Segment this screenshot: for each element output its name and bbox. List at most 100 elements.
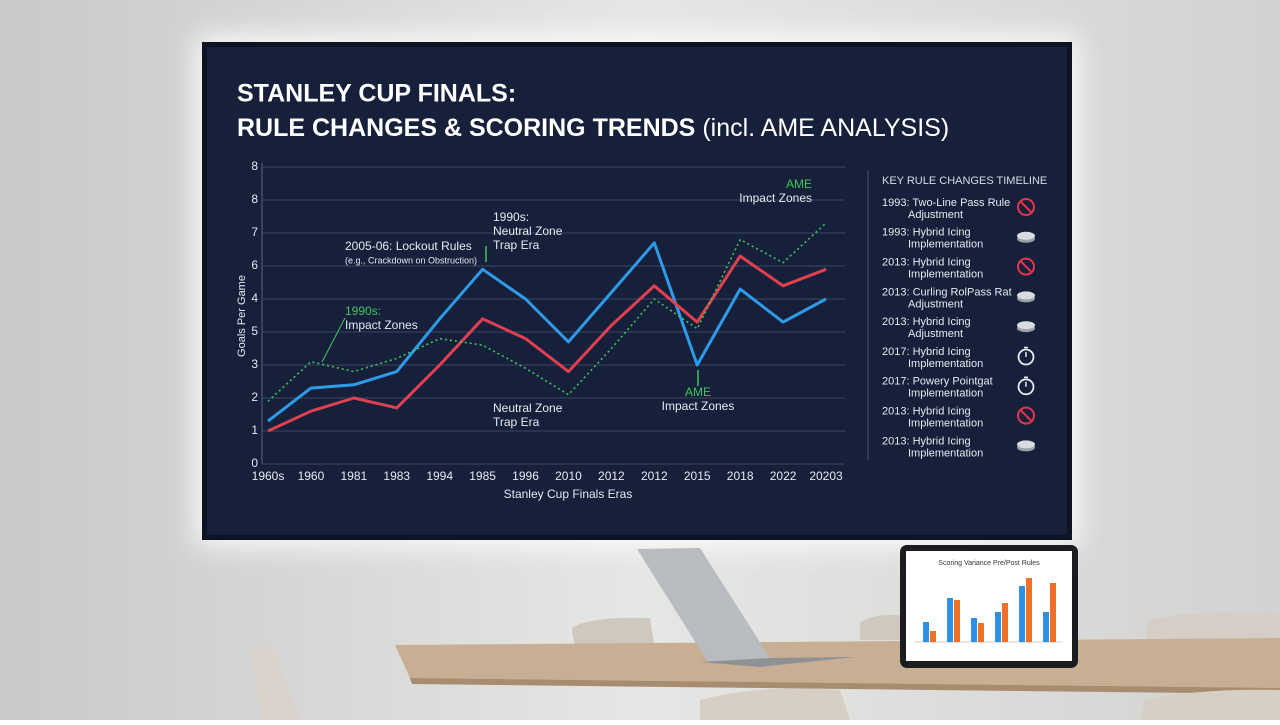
bar	[923, 622, 929, 642]
timeline-item: 1993: Hybrid Icing	[882, 227, 971, 239]
annotation: 1990s:	[345, 304, 381, 318]
annotation: 2005-06: Lockout Rules	[345, 239, 472, 253]
icon-ban	[1019, 260, 1033, 273]
timeline-item: 2013: Hybrid Icing	[882, 435, 971, 447]
series-line	[267, 254, 827, 433]
y-tick-label: 1	[251, 423, 258, 437]
timeline-item: Adjustment	[908, 328, 963, 340]
series-line	[267, 241, 827, 423]
bar	[954, 600, 960, 642]
chair	[1140, 689, 1280, 720]
screen	[207, 47, 1067, 535]
laptop-lid	[637, 548, 770, 662]
x-axis-label: Stanley Cup Finals Eras	[504, 487, 633, 501]
timeline-item: 2013: Hybrid Icing	[882, 316, 971, 328]
annotation: AME	[685, 385, 711, 399]
timeline-item: Implementation	[908, 239, 983, 251]
icon-ban	[1019, 200, 1033, 214]
timeline-item: Implementation	[908, 388, 983, 400]
annotation: AME	[786, 177, 812, 191]
icon-puck	[1017, 231, 1035, 240]
x-tick-label: 2022	[770, 469, 797, 483]
y-tick-label: 0	[251, 456, 258, 470]
chair	[860, 614, 905, 640]
x-tick-label: 20203	[809, 469, 843, 483]
annotation: Impact Zones	[739, 191, 812, 205]
icon-puck	[1017, 440, 1035, 449]
annotation: Impact Zones	[662, 399, 735, 413]
timeline-item: 2013: Curling RolPass Rat	[882, 286, 1012, 298]
series-line	[267, 222, 827, 402]
x-tick-label: 1960s	[252, 469, 285, 483]
timeline-item: Implementation	[908, 269, 983, 281]
icon-puck	[1017, 291, 1035, 300]
x-tick-label: 1983	[383, 469, 410, 483]
icon-puck	[1017, 321, 1035, 330]
x-tick-label: 1985	[469, 469, 496, 483]
bar	[978, 623, 984, 642]
icon-stopwatch	[1017, 348, 1035, 366]
chart-subtitle: RULE CHANGES & SCORING TRENDS (incl. AME…	[237, 114, 949, 142]
x-tick-label: 1996	[512, 469, 539, 483]
bar	[971, 618, 977, 642]
tablet-chart-title: Scoring Variance Pre/Post Rules	[938, 560, 1040, 567]
bar	[1043, 612, 1049, 642]
x-tick-label: 2018	[727, 469, 754, 483]
x-tick-label: 2010	[555, 469, 582, 483]
annotation: Neutral Zone	[493, 401, 563, 415]
icon-ban	[1017, 198, 1035, 216]
chair	[1146, 612, 1280, 640]
timeline-item: 2013: Hybrid Icing	[882, 406, 971, 418]
subtitle-note: (incl. AME ANALYSIS)	[702, 114, 949, 142]
timeline-item: 2017: Powery Pointgat	[882, 376, 993, 388]
subtitle-main: RULE CHANGES & SCORING TRENDS	[237, 114, 695, 142]
y-tick-label: 2	[251, 390, 258, 404]
icon-ban	[1017, 406, 1035, 425]
y-tick-label: 8	[251, 159, 258, 173]
timeline-item: Adjustment	[908, 298, 963, 310]
icon-ban	[1019, 409, 1033, 422]
y-tick-label: 3	[251, 357, 258, 371]
icon-stopwatch	[1017, 378, 1035, 396]
annotation-leader	[321, 317, 346, 363]
chart-title: STANLEY CUP FINALS:	[237, 80, 516, 108]
table-edge	[410, 678, 1280, 694]
annotation: Trap Era	[493, 415, 540, 429]
timeline-item: 1993: Two-Line Pass Rule	[882, 197, 1010, 209]
bar	[995, 612, 1001, 642]
y-tick-label: 4	[251, 291, 258, 305]
x-tick-label: 2012	[598, 469, 625, 483]
chair	[700, 688, 850, 720]
annotation: 1990s:	[493, 210, 529, 224]
icon-ban	[1017, 257, 1035, 276]
annotation: Trap Era	[493, 238, 540, 252]
y-tick-label: 7	[251, 225, 258, 239]
chair	[572, 617, 655, 650]
bar	[947, 598, 953, 642]
bar	[1050, 583, 1056, 642]
chair	[250, 645, 300, 720]
x-tick-label: 2012	[641, 469, 668, 483]
timeline-item: 2013: Hybrid Icing	[882, 257, 971, 269]
annotation: Impact Zones	[345, 318, 418, 332]
timeline-item: Implementation	[908, 447, 983, 459]
timeline-item: Implementation	[908, 358, 983, 370]
y-tick-label: 8	[251, 192, 258, 206]
timeline-item: Adjustment	[908, 209, 963, 221]
x-tick-label: 1960	[298, 469, 325, 483]
timeline-item: 2017: Hybrid Icing	[882, 346, 971, 358]
x-tick-label: 1994	[426, 469, 453, 483]
tablet-screen	[906, 551, 1072, 661]
x-tick-label: 2015	[684, 469, 711, 483]
y-tick-label: 5	[251, 324, 258, 338]
x-tick-label: 1981	[340, 469, 367, 483]
bar	[1026, 578, 1032, 642]
laptop-base	[700, 657, 855, 667]
bar	[1002, 603, 1008, 642]
y-tick-label: 6	[251, 258, 258, 272]
timeline-item: Implementation	[908, 418, 983, 430]
annotation: (e.g., Crackdown on Obstruction)	[345, 255, 477, 265]
y-axis-label: Goals Per Game	[236, 275, 248, 357]
